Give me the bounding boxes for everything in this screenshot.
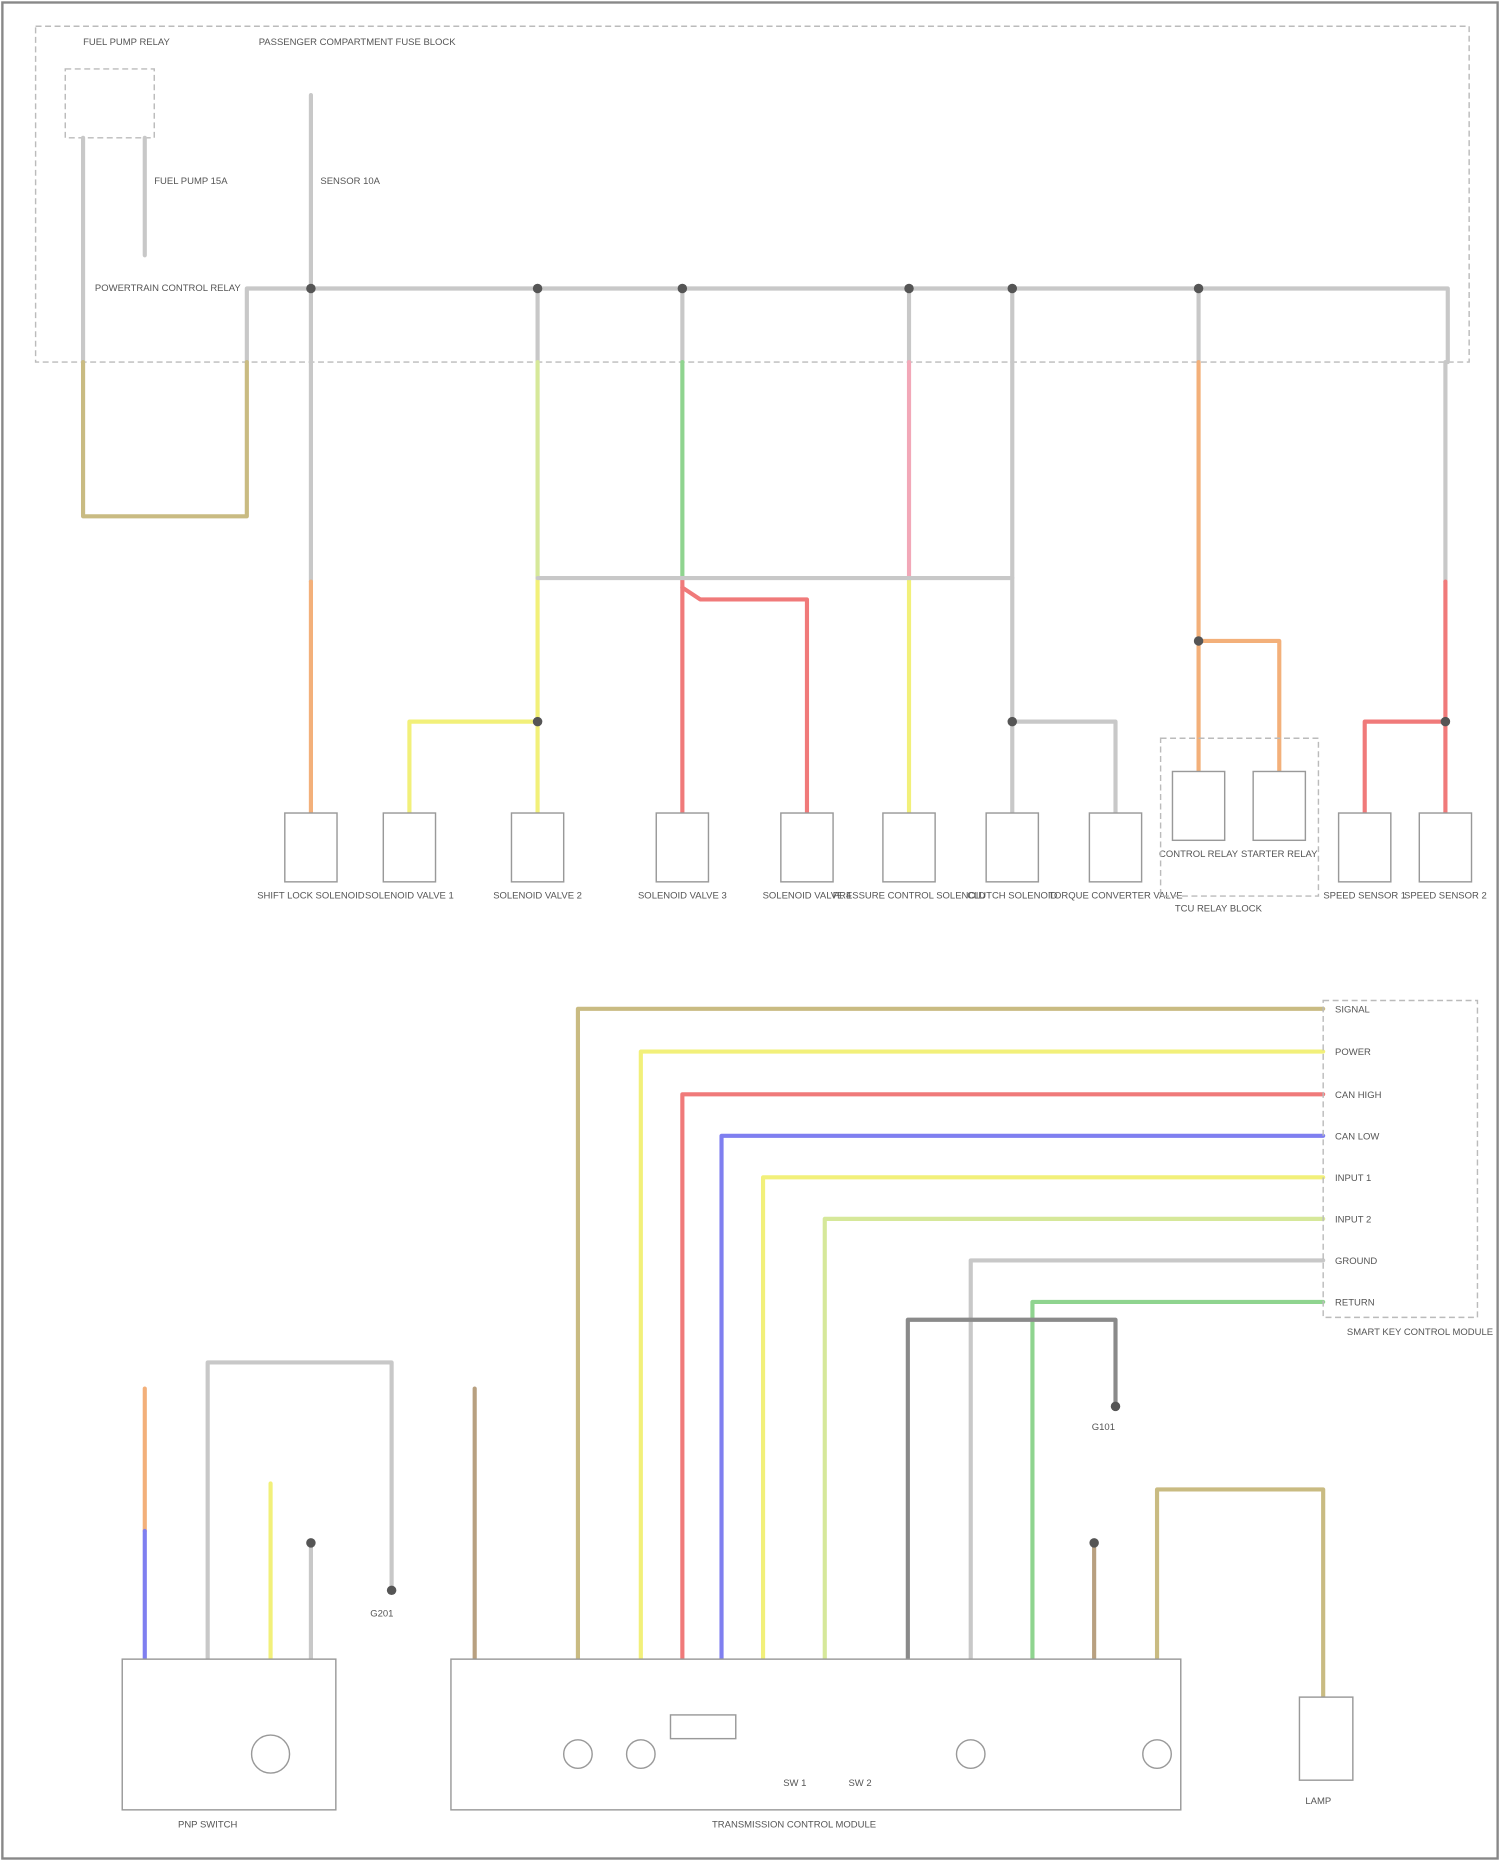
connector-pin-label: RETURN xyxy=(1335,1297,1375,1308)
wire-gray xyxy=(205,1360,394,1662)
component-box[interactable] xyxy=(510,812,565,883)
splice-dot xyxy=(904,283,914,294)
component-label: SOLENOID VALVE 2 xyxy=(493,890,582,901)
relay-label: FUEL PUMP RELAY xyxy=(83,37,170,48)
component-label: STARTER RELAY xyxy=(1241,849,1318,860)
wire-yellow xyxy=(407,719,540,816)
component-box[interactable] xyxy=(284,812,338,883)
component-label: CLUTCH SOLENOID xyxy=(967,890,1057,901)
wire-darkgray xyxy=(905,1317,1118,1662)
wire-tan xyxy=(80,359,249,519)
component-box[interactable] xyxy=(882,812,936,883)
component-label: SOLENOID VALVE 4 xyxy=(763,890,852,901)
splice-dot xyxy=(386,1585,397,1596)
tcm-box[interactable] xyxy=(450,1658,1182,1811)
lamp-label: LAMP xyxy=(1305,1796,1331,1807)
fuse-block-outline xyxy=(34,25,1470,363)
tcm-transistor-icon xyxy=(562,1739,593,1770)
splice-dot xyxy=(532,716,543,727)
splice-dot xyxy=(1007,716,1018,727)
pnp-switch-box xyxy=(121,1658,337,1811)
component-box[interactable] xyxy=(1252,770,1307,842)
tcm-transistor-icon xyxy=(1142,1739,1172,1770)
relay-block-outline xyxy=(1159,737,1320,897)
components: SHIFT LOCK SOLENOID SOLENOID VALVE 1 SOLEN… xyxy=(257,770,1487,901)
wire-gray xyxy=(968,1258,1326,1662)
splice-dot xyxy=(677,283,688,294)
switch-b-label: SW 2 xyxy=(848,1778,871,1789)
wire-red xyxy=(1362,719,1448,816)
connector-outline xyxy=(1322,999,1479,1319)
fuel-pump-relay-box xyxy=(64,68,155,139)
wire-orange xyxy=(1196,638,1282,774)
tcm-label: TRANSMISSION CONTROL MODULE xyxy=(712,1820,876,1831)
component-box[interactable] xyxy=(1171,770,1226,842)
wire-yellowgreen xyxy=(822,1216,1326,1662)
component-label: PRESSURE CONTROL SOLENOID xyxy=(833,890,986,901)
wire-yellow xyxy=(638,1049,1326,1662)
wire-tan xyxy=(575,1006,1326,1662)
component-label: SPEED SENSOR 2 xyxy=(1404,890,1487,901)
left-module-label: PNP SWITCH xyxy=(178,1820,238,1831)
component-label: SOLENOID VALVE 1 xyxy=(365,890,454,901)
wire-red xyxy=(680,585,810,816)
splice-dot xyxy=(306,283,316,294)
splice-dot xyxy=(1440,716,1451,727)
wire-gray xyxy=(1010,719,1118,816)
fuse-a-label: FUEL PUMP 15A xyxy=(154,176,228,187)
tcm-transistor-icon xyxy=(955,1739,986,1770)
connector-pin-label: POWER xyxy=(1335,1047,1371,1058)
connector-pin-label: CAN HIGH xyxy=(1335,1090,1382,1101)
wire-blue xyxy=(719,1133,1326,1662)
component-box[interactable] xyxy=(382,812,437,883)
wire-red xyxy=(680,1092,1326,1662)
connector-pin-label: SIGNAL xyxy=(1335,1004,1370,1015)
component-label: SHIFT LOCK SOLENOID xyxy=(257,890,364,901)
wire-gray xyxy=(244,286,1450,365)
component-box[interactable] xyxy=(1088,812,1143,883)
relay-block-label: TCU RELAY BLOCK xyxy=(1175,904,1263,915)
component-box[interactable] xyxy=(780,812,834,883)
wire-tan xyxy=(1154,1487,1326,1700)
component-label: CONTROL RELAY xyxy=(1159,849,1239,860)
splice-dot xyxy=(1007,283,1018,294)
switch-a-label: SW 1 xyxy=(783,1778,806,1789)
tcm-internal-circles xyxy=(562,1739,1172,1770)
pcm-relay-label: POWERTRAIN CONTROL RELAY xyxy=(95,283,241,294)
connector-pins: SIGNAL POWER CAN HIGH CAN LOW INPUT 1 INPUT 2… xyxy=(1335,1004,1382,1308)
tcm-internal-block xyxy=(669,1714,737,1740)
component-box[interactable] xyxy=(1337,812,1392,883)
component-label: SOLENOID VALVE 3 xyxy=(638,890,727,901)
ground-b-label: G201 xyxy=(370,1608,393,1619)
component-label: SPEED SENSOR 1 xyxy=(1323,890,1406,901)
connector-pin-label: INPUT 1 xyxy=(1335,1173,1371,1184)
wire-yellow xyxy=(760,1175,1326,1662)
component-box[interactable] xyxy=(985,812,1040,883)
connector-pin-label: GROUND xyxy=(1335,1256,1377,1267)
connector-title: SMART KEY CONTROL MODULE xyxy=(1347,1327,1493,1338)
switch-symbol xyxy=(250,1734,291,1774)
splice-dot xyxy=(1089,1538,1099,1548)
splice-dot xyxy=(532,283,543,294)
component-box[interactable] xyxy=(655,812,710,883)
splice-dot xyxy=(306,1538,316,1548)
splice-dot xyxy=(1193,636,1204,646)
fuse-block-label: PASSENGER COMPARTMENT FUSE BLOCK xyxy=(259,37,457,48)
component-label: TORQUE CONVERTER VALVE xyxy=(1048,890,1182,901)
fuse-b-label: SENSOR 10A xyxy=(320,176,380,187)
connector-pin-label: CAN LOW xyxy=(1335,1131,1379,1142)
tcm-transistor-icon xyxy=(625,1739,656,1770)
wires xyxy=(80,92,1451,1700)
splice-dot xyxy=(1110,1401,1121,1412)
wire-green xyxy=(1030,1299,1326,1662)
connector-pin-label: INPUT 2 xyxy=(1335,1214,1371,1225)
ground-a-label: G101 xyxy=(1092,1422,1115,1433)
component-box[interactable] xyxy=(1418,812,1473,883)
splice-dot xyxy=(1193,283,1204,294)
lamp-box xyxy=(1298,1696,1354,1781)
